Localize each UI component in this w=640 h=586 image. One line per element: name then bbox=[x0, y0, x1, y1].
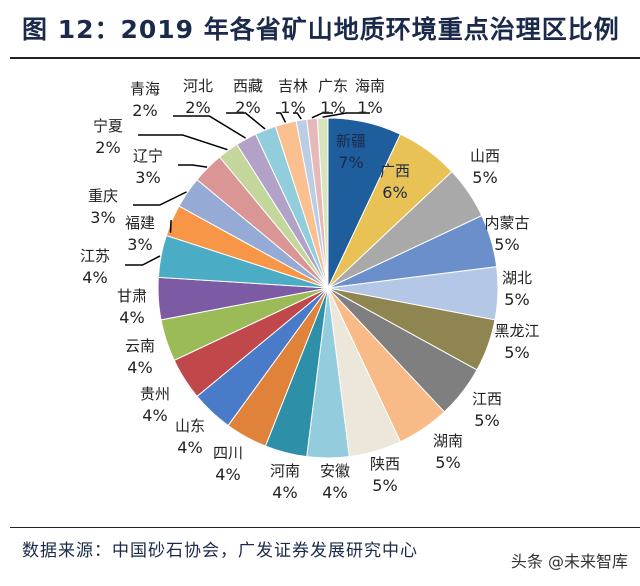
data-label-value: 3% bbox=[90, 208, 115, 227]
data-label-value: 5% bbox=[472, 168, 497, 187]
chart-title: 图 12：2019 年各省矿山地质环境重点治理区比例 bbox=[22, 15, 620, 44]
leader-line-广东 bbox=[311, 112, 333, 119]
data-label-name: 河北 bbox=[183, 77, 213, 95]
data-label-name: 新疆 bbox=[336, 132, 366, 150]
leader-line-重庆 bbox=[133, 191, 187, 206]
data-label-value: 4% bbox=[142, 406, 167, 425]
data-label-value: 4% bbox=[177, 438, 202, 457]
data-label-name: 湖北 bbox=[502, 269, 532, 287]
data-label-name: 江西 bbox=[472, 390, 502, 408]
data-label-name: 山西 bbox=[470, 147, 500, 165]
data-label-name: 贵州 bbox=[140, 385, 170, 403]
data-label-value: 1% bbox=[357, 98, 382, 117]
data-label-value: 4% bbox=[82, 268, 107, 287]
data-label-value: 5% bbox=[504, 290, 529, 309]
data-label-value: 4% bbox=[272, 483, 297, 502]
data-label-name: 黑龙江 bbox=[494, 322, 539, 340]
data-label-value: 2% bbox=[235, 98, 260, 117]
data-label-name: 福建 bbox=[125, 214, 155, 232]
data-label-name: 广东 bbox=[318, 77, 348, 95]
data-label-name: 江苏 bbox=[80, 247, 110, 265]
leader-line-福建 bbox=[169, 220, 172, 233]
leader-line-辽宁 bbox=[178, 164, 208, 168]
data-label-name: 西藏 bbox=[233, 77, 263, 95]
data-label-value: 1% bbox=[320, 98, 345, 117]
leader-line-江苏 bbox=[125, 255, 161, 266]
data-label-value: 5% bbox=[494, 235, 519, 254]
data-label-name: 海南 bbox=[355, 77, 385, 95]
data-label-name: 四川 bbox=[213, 444, 243, 462]
data-label-value: 1% bbox=[280, 98, 305, 117]
data-label-name: 甘肃 bbox=[117, 287, 147, 305]
data-label-name: 山东 bbox=[175, 417, 205, 435]
leader-line-西藏 bbox=[276, 112, 287, 123]
data-label-value: 5% bbox=[372, 476, 397, 495]
data-label-value: 3% bbox=[135, 168, 160, 187]
leader-line-青海 bbox=[173, 115, 247, 139]
leader-line-海南 bbox=[322, 112, 370, 118]
data-label-name: 辽宁 bbox=[133, 147, 163, 165]
data-label-name: 陕西 bbox=[370, 455, 400, 473]
data-label-value: 5% bbox=[435, 453, 460, 472]
source-note: 数据来源：中国砂石协会，广发证券发展研究中心 bbox=[22, 541, 418, 561]
top-divider bbox=[10, 57, 640, 59]
leader-line-宁夏 bbox=[138, 134, 228, 151]
leader-line-河北 bbox=[226, 112, 266, 130]
leader-line-吉林 bbox=[293, 112, 302, 120]
data-label-value: 7% bbox=[338, 153, 363, 172]
bottom-divider bbox=[10, 527, 640, 528]
data-label-value: 5% bbox=[504, 343, 529, 362]
data-label-value: 5% bbox=[474, 411, 499, 430]
data-label-value: 4% bbox=[322, 483, 347, 502]
data-label-name: 河南 bbox=[270, 462, 300, 480]
data-label-value: 4% bbox=[215, 465, 240, 484]
watermark: 头条 @未来智库 bbox=[510, 552, 628, 571]
pie-slice-海南 bbox=[316, 117, 329, 289]
data-label-value: 4% bbox=[119, 308, 144, 327]
data-label-value: 3% bbox=[127, 235, 152, 254]
data-label-value: 2% bbox=[95, 138, 120, 157]
data-label-value: 4% bbox=[127, 358, 152, 377]
data-label-name: 广西 bbox=[380, 162, 410, 180]
data-label-value: 2% bbox=[185, 98, 210, 117]
data-label-value: 6% bbox=[382, 183, 407, 202]
data-label-name: 吉林 bbox=[278, 77, 308, 95]
data-label-value: 2% bbox=[132, 101, 157, 120]
data-label-name: 青海 bbox=[130, 80, 160, 98]
data-label-name: 湖南 bbox=[433, 432, 463, 450]
data-label-name: 安徽 bbox=[320, 462, 350, 480]
data-label-name: 重庆 bbox=[88, 187, 118, 205]
data-label-name: 宁夏 bbox=[93, 117, 123, 135]
data-label-name: 内蒙古 bbox=[484, 214, 529, 232]
data-label-name: 云南 bbox=[125, 337, 155, 355]
